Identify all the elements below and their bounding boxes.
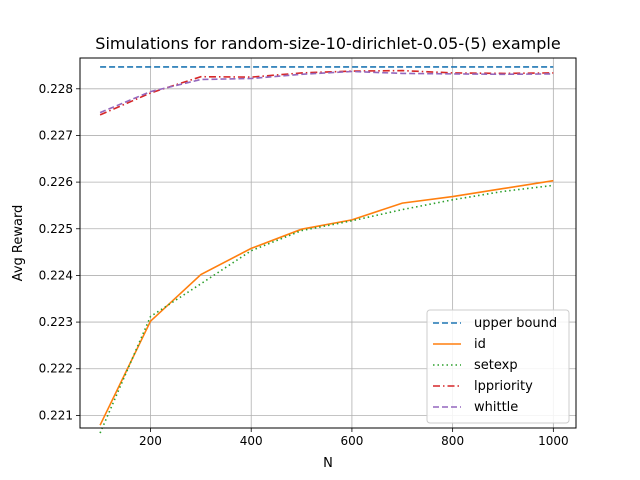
y-axis-label: Avg Reward bbox=[11, 205, 26, 282]
x-tick-label: 200 bbox=[139, 434, 162, 448]
legend: upper bound id setexp lppriority whittle bbox=[426, 309, 570, 424]
legend-label: lppriority bbox=[474, 379, 533, 394]
x-tick-label: 600 bbox=[340, 434, 363, 448]
x-axis-label: N bbox=[323, 456, 333, 471]
grid-lines bbox=[80, 58, 576, 428]
x-tick-label: 400 bbox=[240, 434, 263, 448]
y-axis-ticks: 0.221 0.222 0.223 0.224 0.225 0.226 0.227 0.228 bbox=[39, 82, 80, 422]
y-tick-label: 0.224 bbox=[39, 268, 73, 282]
chart-title: Simulations for random-size-10-dirichlet… bbox=[95, 34, 560, 53]
legend-label: upper bound bbox=[474, 316, 557, 331]
y-tick-label: 0.221 bbox=[39, 408, 73, 422]
legend-label: id bbox=[474, 337, 486, 352]
y-tick-label: 0.228 bbox=[39, 82, 73, 96]
y-tick-label: 0.225 bbox=[39, 222, 73, 236]
y-tick-label: 0.223 bbox=[39, 315, 73, 329]
y-tick-label: 0.222 bbox=[39, 362, 73, 376]
series-line-whittle bbox=[99, 70, 554, 114]
series-lines bbox=[99, 66, 554, 434]
legend-box bbox=[426, 309, 570, 424]
x-tick-label: 800 bbox=[441, 434, 464, 448]
x-axis-ticks: 200 400 600 800 1000 bbox=[139, 428, 569, 448]
x-tick-label: 1000 bbox=[538, 434, 569, 448]
series-line-lppriority bbox=[99, 69, 554, 116]
plot-frame bbox=[79, 57, 577, 429]
legend-label: whittle bbox=[474, 400, 518, 415]
y-tick-label: 0.227 bbox=[39, 128, 73, 142]
legend-label: setexp bbox=[474, 358, 518, 373]
y-tick-label: 0.226 bbox=[39, 175, 73, 189]
series-line-id bbox=[99, 179, 554, 426]
